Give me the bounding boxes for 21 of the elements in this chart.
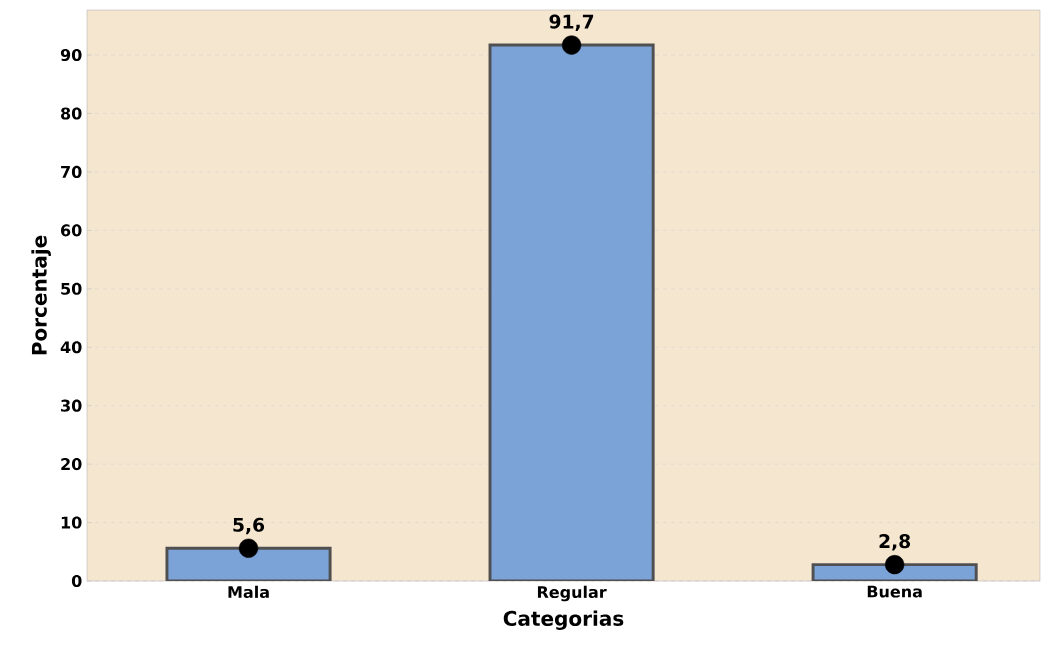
y-tick-label: 90 — [60, 48, 82, 62]
x-tick-label: Regular — [537, 585, 607, 602]
y-tick-label: 70 — [61, 165, 82, 178]
x-tick-label: Mala — [228, 585, 269, 599]
data-label: 5,6 — [233, 517, 265, 535]
y-tick-label: 40 — [60, 341, 82, 354]
x-axis-title: Categorias — [503, 610, 624, 630]
point — [238, 538, 259, 558]
y-axis-title: Porcentaje — [31, 235, 51, 355]
x-tick-label: Buena — [867, 585, 922, 598]
point — [561, 35, 582, 55]
y-tick-label: 30 — [61, 399, 82, 412]
data-label: 91,7 — [549, 14, 594, 32]
y-tick-label: 10 — [61, 516, 82, 529]
data-label: 2,8 — [879, 534, 911, 551]
y-tick-label: 20 — [61, 458, 82, 471]
y-tick-label: 80 — [61, 107, 82, 120]
point — [885, 555, 905, 575]
y-tick-label: 60 — [61, 224, 82, 237]
y-tick-label: 50 — [61, 282, 82, 295]
y-tick-label: 0 — [71, 574, 82, 588]
